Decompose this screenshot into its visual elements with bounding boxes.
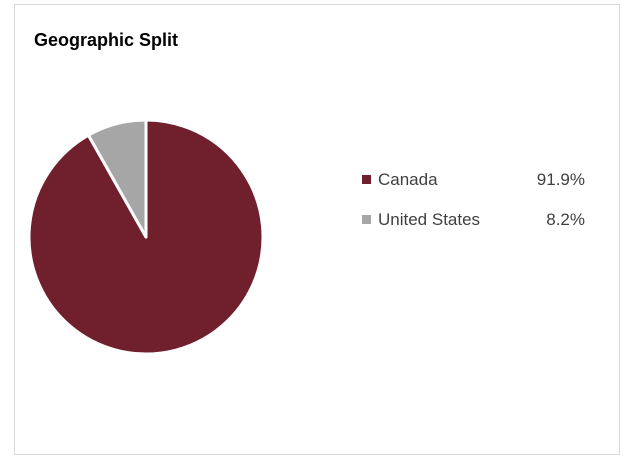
legend-value-canada: 91.9% — [537, 166, 585, 194]
legend-swatch-united-states — [362, 215, 371, 224]
legend-value-united-states: 8.2% — [546, 206, 585, 234]
legend-label-united-states: United States — [378, 206, 480, 234]
legend-swatch-canada — [362, 175, 371, 184]
legend-label-canada: Canada — [378, 166, 438, 194]
